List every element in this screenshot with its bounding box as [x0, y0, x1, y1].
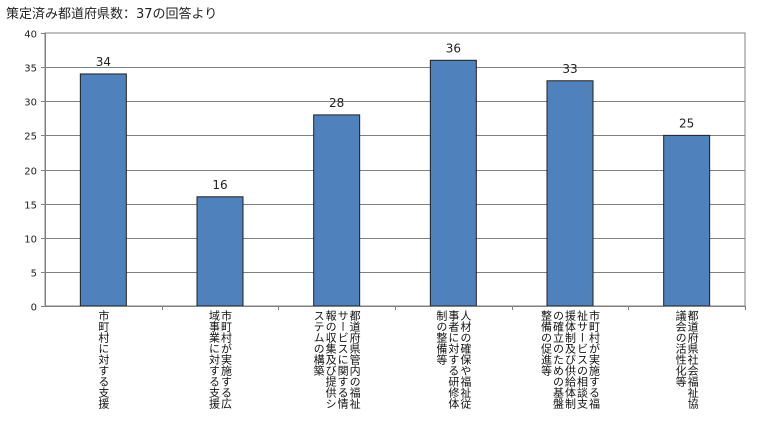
y-tick-label: 40: [24, 30, 37, 41]
bar: [313, 114, 361, 307]
data-label: 33: [562, 62, 577, 76]
bar: [429, 59, 477, 307]
x-category-label-line: 市町村に対する支援: [97, 309, 110, 410]
x-category-label-line: 都道府県社会福祉協: [686, 310, 699, 410]
y-tick-label: 0: [31, 303, 37, 314]
y-tick-label: 25: [24, 132, 37, 143]
data-label: 36: [446, 41, 461, 55]
x-category-label-line: 域事業に対する支援: [208, 310, 221, 410]
x-category-label-line: 援体制及び供給体制: [564, 309, 577, 409]
x-category-label: 市町村が実施する福祉サービスの相談支援体制及び供給体制の確立のための基盤整備の促…: [540, 309, 601, 410]
bar: [663, 134, 711, 307]
bar: [546, 80, 594, 307]
x-category-label-line: ステムの構築: [312, 310, 325, 376]
x-category-label-line: 議会の活性化等: [674, 309, 687, 387]
x-category-label-line: サービスに関する情: [336, 310, 349, 410]
y-tick-label: 35: [24, 64, 37, 75]
y-tick-label: 5: [31, 269, 37, 280]
x-category-label-line: 人材の確保や福祉従: [459, 310, 472, 410]
data-label: 28: [329, 96, 344, 110]
x-category-label-line: 制の整備等: [435, 310, 448, 365]
x-category-label-line: 市町村が実施する広: [220, 309, 233, 410]
x-category-label: 市町村に対する支援: [97, 309, 110, 410]
x-category-label-line: 都道府県管内の福祉: [348, 310, 361, 410]
bar: [196, 196, 244, 307]
x-category-label-line: の確立のための基盤: [552, 310, 565, 409]
x-category-label-line: 事者に対する研修体: [447, 310, 460, 409]
y-tick-label: 20: [24, 167, 37, 178]
y-tick-label: 15: [24, 201, 37, 212]
y-tick-label: 10: [24, 235, 37, 246]
x-category-label-line: 市町村が実施する福: [588, 309, 601, 410]
x-category-label-line: 整備の促進等: [540, 309, 553, 376]
x-category-label-line: 祉サービスの相談支: [576, 310, 589, 410]
y-tick-label: 30: [24, 98, 37, 109]
bar: [79, 73, 127, 307]
chart-title: 策定済み都道府県数：37の回答より: [6, 7, 218, 22]
data-label: 34: [96, 55, 111, 69]
data-label: 25: [679, 116, 694, 130]
plot-area-border: [44, 32, 746, 307]
x-category-label-line: 報の収集及び提供シ: [324, 310, 337, 409]
data-label: 16: [212, 178, 227, 192]
